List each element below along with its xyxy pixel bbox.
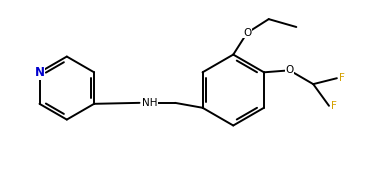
- Text: N: N: [34, 66, 44, 79]
- Text: O: O: [286, 65, 294, 75]
- Text: F: F: [339, 73, 345, 83]
- Text: F: F: [331, 101, 337, 111]
- Text: NH: NH: [142, 98, 157, 108]
- Text: O: O: [243, 28, 251, 38]
